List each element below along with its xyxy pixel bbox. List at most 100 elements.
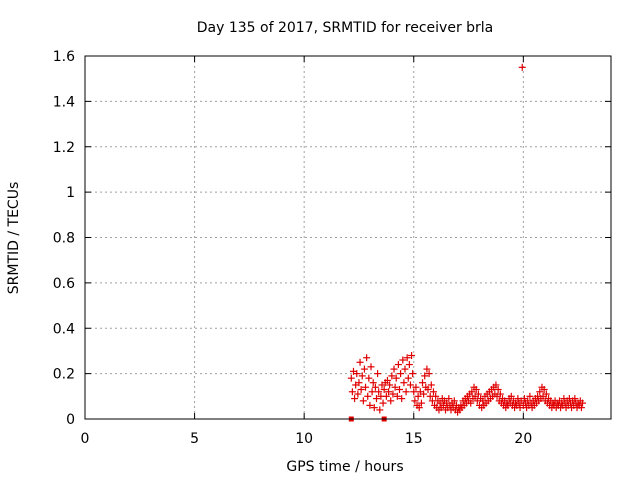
data-point (383, 376, 391, 384)
data-point (367, 363, 375, 371)
y-tick-label: 0.8 (53, 231, 75, 247)
data-markers (347, 63, 587, 422)
data-point (468, 388, 476, 396)
data-point (405, 361, 413, 369)
data-point (396, 386, 404, 394)
data-point (398, 395, 406, 403)
data-point (370, 404, 378, 412)
data-point (417, 399, 425, 407)
data-point (393, 392, 401, 400)
data-point (371, 383, 379, 391)
data-point (348, 388, 356, 396)
data-point (409, 370, 417, 378)
y-tick-label: 1.2 (53, 140, 75, 156)
data-point (410, 388, 418, 396)
x-tick-label: 20 (514, 431, 532, 447)
data-point (403, 354, 411, 362)
data-point (425, 370, 433, 378)
data-point (404, 374, 412, 382)
x-axis-label: GPS time / hours (286, 459, 403, 475)
data-point (571, 395, 579, 403)
data-point (358, 372, 366, 380)
data-point (389, 390, 397, 398)
data-point (496, 390, 504, 398)
data-point (397, 370, 405, 378)
data-point (369, 379, 377, 387)
data-point (354, 390, 362, 398)
data-point (494, 386, 502, 394)
data-point (387, 397, 395, 405)
data-point (400, 379, 408, 387)
data-point (412, 383, 420, 391)
x-tick-label: 15 (405, 431, 423, 447)
data-point (420, 390, 428, 398)
data-point (362, 383, 370, 391)
data-point (526, 392, 534, 400)
data-point (364, 392, 372, 400)
data-point (540, 386, 548, 394)
data-point (577, 404, 585, 412)
y-tick-label: 1 (66, 185, 75, 201)
data-point (390, 365, 398, 373)
data-point (542, 390, 550, 398)
axis-tick-labels: 0 5 10 15 20 0 0.2 0.4 0.6 0.8 1 1.2 1.4 1.6 (53, 49, 533, 447)
data-point (372, 395, 380, 403)
data-point (394, 361, 402, 369)
data-point (360, 365, 368, 373)
data-point (408, 351, 416, 359)
data-point (415, 404, 423, 412)
data-point (492, 381, 500, 389)
y-tick-label: 1.6 (53, 49, 75, 65)
data-point (392, 374, 400, 382)
data-point (429, 388, 437, 396)
data-point (402, 388, 410, 396)
data-point (421, 372, 429, 380)
data-point (365, 374, 373, 382)
data-point (411, 397, 419, 405)
data-point (366, 401, 374, 409)
data-point (347, 374, 355, 382)
data-point (388, 372, 396, 380)
y-tick-label: 0.6 (53, 276, 75, 292)
x-tick-label: 10 (295, 431, 313, 447)
data-point (353, 370, 361, 378)
y-tick-label: 0.4 (53, 321, 75, 337)
axis-ticks (84, 55, 611, 420)
data-point (380, 386, 388, 394)
x-tick-label: 0 (81, 431, 90, 447)
chart-title: Day 135 of 2017, SRMTID for receiver brl… (197, 20, 494, 36)
data-point (419, 379, 427, 387)
data-point (376, 406, 384, 414)
data-point (386, 381, 394, 389)
data-point (375, 388, 383, 396)
data-point (385, 388, 393, 396)
data-point (357, 386, 365, 394)
data-point (445, 395, 453, 403)
data-point (414, 392, 422, 400)
y-tick-label: 0.2 (53, 367, 75, 383)
data-point (424, 386, 432, 394)
data-point (579, 399, 587, 407)
data-point (401, 365, 409, 373)
y-tick-label: 1.4 (53, 94, 75, 110)
x-tick-label: 5 (190, 431, 199, 447)
data-point (368, 388, 376, 396)
data-point (507, 392, 515, 400)
data-point (472, 386, 480, 394)
data-point (355, 379, 363, 387)
data-point (351, 395, 359, 403)
data-point (379, 399, 387, 407)
data-point (536, 388, 544, 396)
data-point (423, 365, 431, 373)
y-tick-label: 0 (66, 412, 75, 428)
grid-lines (85, 56, 611, 419)
data-point (356, 358, 364, 366)
data-point (359, 397, 367, 405)
data-point (391, 383, 399, 391)
data-point (382, 392, 390, 400)
data-point (399, 356, 407, 364)
y-axis-label: SRMTID / TECUs (6, 182, 22, 295)
data-point (363, 354, 371, 362)
